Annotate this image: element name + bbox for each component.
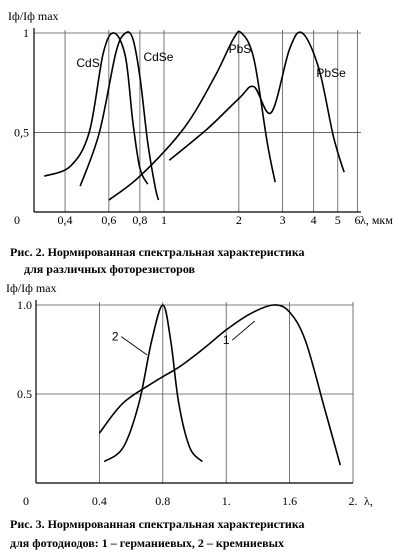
chart1-x-tick-label: 1 (161, 213, 167, 227)
chart1-x-tick-label: 0,8 (132, 213, 147, 227)
chart1-series-pbse-label: PbSe (316, 66, 346, 80)
chart1-x-tick-label: 0,6 (101, 213, 116, 227)
chart1-series-cdse-line (79, 31, 160, 201)
chart1-x-tick-label: 3 (280, 213, 286, 227)
chart2-series-2-label: 2 (112, 330, 119, 344)
chart1-series-cds-line (44, 32, 149, 185)
chart1-xlabel: λ, мкм (360, 213, 393, 227)
chart1-series-pbs-line (108, 30, 276, 201)
chart1-x-tick-label: 5 (335, 213, 341, 227)
chart2-ticks: 0 0.4 0.8 1. 1.6 2. 0.5 1.0 (17, 298, 358, 508)
chart2-series-1-line (98, 304, 342, 466)
chart1-y-tick-label: 0,5 (14, 125, 29, 139)
chart1-series-cdse-label: CdSe (143, 50, 173, 64)
chart2-series-1-leader (231, 320, 256, 341)
chart1-x-tick-label: 0,4 (58, 213, 73, 227)
chart1-grid (34, 30, 361, 212)
chart1-series-pbs-label: PbS (229, 42, 252, 56)
chart2-y-tick-label: 1.0 (17, 298, 32, 312)
chart1-x-tick-label: 4 (311, 213, 317, 227)
chart2-ylabel: Iф/Iф max (6, 281, 57, 295)
chart2-x-tick-label: 0.4 (92, 494, 107, 508)
chart2: Iф/Iф max 12 0 0.4 0.8 1. 1.6 2.0.51.0 λ, (6, 281, 373, 508)
chart1-x-tick-label: 2 (236, 213, 242, 227)
chart2-series-2-line (103, 304, 203, 463)
chart1-x-tick-label: 6 (354, 213, 360, 227)
chart1-series-pbse-line (168, 31, 345, 173)
chart1-x-axis-start: 0 (14, 213, 20, 227)
chart2-x-tick-label: 0 (23, 494, 29, 508)
chart1: Iф/Iф max CdS CdSe PbS PbSe 0,4 0,6 0,8 1 2 3 4 5 6… (8, 9, 393, 227)
chart2-x-tick-label: 1. (222, 494, 231, 508)
fig3-caption-line2: для фотодиодов: 1 – германиевых, 2 – кре… (10, 536, 284, 550)
chart2-x-tick-label: 1.6 (282, 494, 297, 508)
chart2-xlabel: λ, (364, 494, 373, 508)
chart2-y-tick-label: 0.5 (17, 387, 32, 401)
chart1-y-tick-label: 1 (23, 26, 29, 40)
chart2-series-1-label: 1 (223, 333, 230, 347)
fig3-caption-line1: Рис. 3. Нормированная спектральная харак… (10, 517, 305, 531)
chart2-x-tick-label: 2. (349, 494, 358, 508)
chart1-series-group: CdS CdSe PbS PbSe (44, 30, 346, 201)
chart1-series-cds-label: CdS (76, 56, 99, 70)
chart2-grid (36, 302, 354, 483)
chart1-ylabel: Iф/Iф max (8, 9, 59, 23)
chart2-series-2-leader (120, 336, 148, 356)
fig2-caption-line2: для различных фоторезисторов (24, 262, 196, 276)
chart1-ticks: 0,4 0,6 0,8 1 2 3 4 5 6 0,5 1 (14, 26, 360, 227)
fig2-caption-line1: Рис. 2. Нормированная спектральная харак… (10, 245, 305, 259)
chart2-series-group: 12 (98, 304, 342, 466)
chart2-x-tick-label: 0.8 (155, 494, 170, 508)
